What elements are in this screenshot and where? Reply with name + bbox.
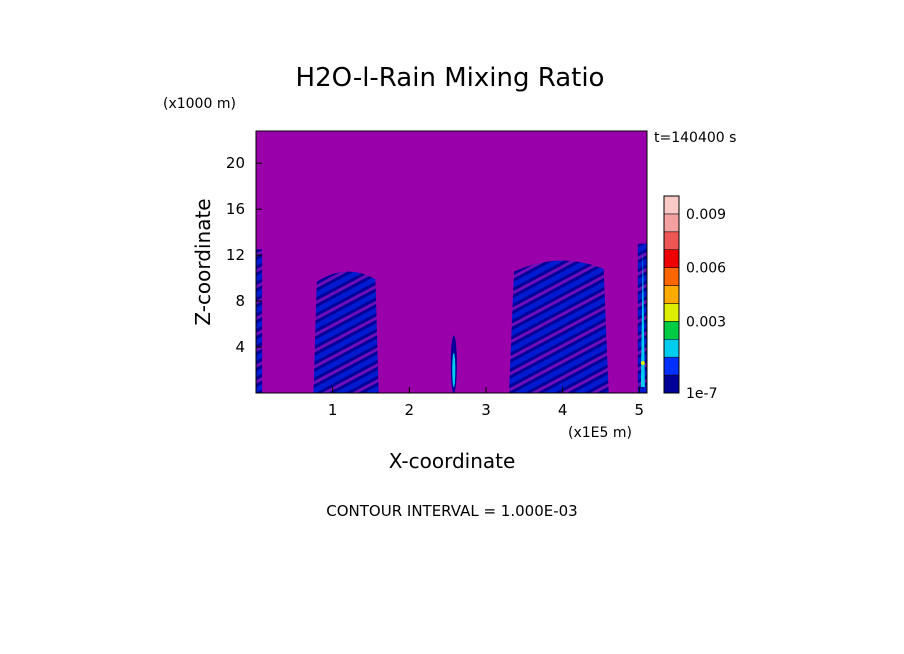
y-tick-label: 4	[235, 338, 245, 356]
chart-title: H2O-l-Rain Mixing Ratio	[296, 63, 605, 93]
rain-cell-cell-1	[313, 271, 379, 393]
y-tick-label: 20	[226, 154, 245, 172]
y-tick-label: 8	[235, 292, 245, 310]
y-tick-label: 12	[226, 246, 245, 264]
colorbar-label: 0.009	[686, 207, 726, 223]
colorbar-swatch	[663, 374, 680, 394]
rain-cell-cell-4-core	[640, 249, 645, 387]
colorbar-frame	[663, 195, 680, 394]
x-axis: 1 2 3 4 5	[328, 387, 644, 419]
rain-cell-cell-4-peak	[640, 361, 645, 365]
x-tick-label: 1	[328, 401, 338, 419]
time-label: t=140400 s	[654, 130, 736, 146]
rain-cells	[256, 243, 647, 394]
colorbar-swatch	[663, 321, 680, 340]
colorbar-label: 0.006	[686, 261, 726, 277]
x-axis-title: X-coordinate	[389, 449, 516, 473]
colorbar-label: 1e-7	[686, 386, 717, 402]
plot-frame	[255, 130, 648, 394]
x-tick-label: 3	[481, 401, 491, 419]
colorbar-swatch	[663, 285, 680, 304]
y-unit-label: (x1000 m)	[163, 96, 236, 112]
colorbar-swatch	[663, 231, 680, 250]
colorbar-label: 0.003	[686, 314, 726, 330]
y-axis: 4 8 12 16 20	[226, 154, 262, 356]
y-tick-label: 16	[226, 200, 245, 218]
colorbar-swatch	[663, 267, 680, 286]
contour-interval-note: CONTOUR INTERVAL = 1.000E-03	[326, 502, 577, 520]
colorbar-swatch	[663, 339, 680, 358]
plot-area	[255, 130, 648, 394]
colorbar-swatch	[663, 356, 680, 376]
colorbar-swatch	[663, 249, 680, 268]
colorbar: 1e-7 0.003 0.006 0.009	[663, 195, 726, 402]
colorbar-swatch	[663, 195, 680, 215]
rain-cell-cell-3	[509, 260, 609, 393]
x-tick-label: 4	[558, 401, 568, 419]
x-tick-label: 2	[405, 401, 415, 419]
y-axis-title: Z-coordinate	[191, 198, 215, 325]
colorbar-swatch	[663, 303, 680, 322]
rain-cell-cell-2-core	[452, 352, 456, 388]
x-tick-label: 5	[635, 401, 645, 419]
x-unit-label: (x1E5 m)	[568, 425, 632, 441]
colorbar-swatch	[663, 213, 680, 233]
rain-cell-left-edge	[256, 249, 263, 393]
